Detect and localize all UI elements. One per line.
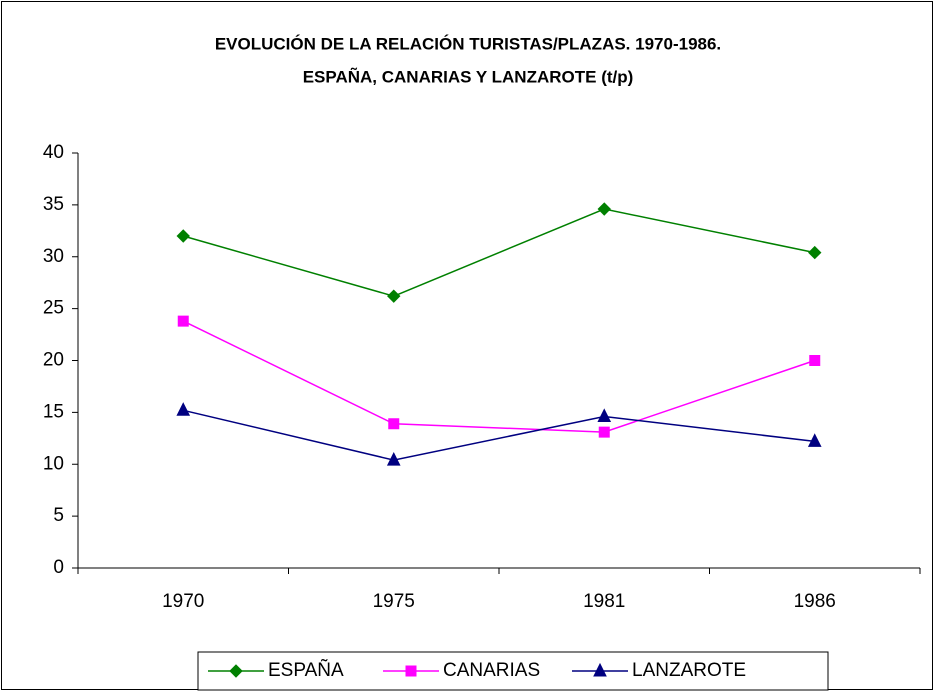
point-marker [176, 229, 190, 243]
series-line [182, 320, 815, 433]
y-tick-label: 35 [43, 194, 64, 215]
point-marker [386, 451, 401, 466]
point-marker [177, 315, 189, 327]
x-tick-label: 1970 [162, 591, 204, 612]
chart-title: ESPAÑA, CANARIAS Y LANZAROTE (t/p) [303, 66, 634, 86]
y-tick-label: 10 [43, 453, 64, 474]
point-marker [387, 289, 401, 303]
point-marker [809, 355, 821, 366]
point-marker [597, 202, 611, 216]
y-tick-label: 20 [43, 350, 64, 371]
y-tick-label: 5 [53, 505, 64, 526]
point-marker [597, 408, 612, 423]
point-marker [176, 402, 191, 416]
legend-label: ESPAÑA [268, 659, 344, 681]
point-marker [808, 245, 822, 260]
x-tick-label: 1975 [373, 591, 415, 612]
point-marker [388, 418, 400, 430]
legend-box [197, 651, 829, 691]
legend-marker [405, 665, 417, 677]
x-tick-label: 1981 [583, 591, 625, 612]
y-tick-label: 15 [43, 401, 64, 422]
y-tick-label: 40 [43, 142, 64, 163]
series-line [183, 208, 815, 297]
point-marker [807, 433, 822, 447]
y-tick-label: 0 [53, 557, 64, 578]
point-marker [598, 426, 610, 438]
series-line [183, 409, 815, 461]
x-tick-label: 1986 [794, 591, 836, 612]
legend-label: LANZAROTE [632, 660, 746, 681]
y-tick-label: 25 [43, 298, 64, 319]
y-tick-label: 30 [43, 246, 64, 267]
legend-label: CANARIAS [443, 660, 540, 681]
legend-marker [229, 664, 243, 678]
legend-marker [593, 662, 607, 677]
chart-title: EVOLUCIÓN DE LA RELACIÓN TURISTAS/PLAZAS… [215, 34, 721, 53]
